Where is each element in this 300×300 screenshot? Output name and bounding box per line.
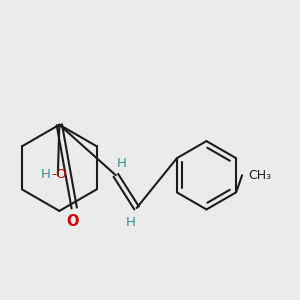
- Text: H: H: [117, 158, 127, 170]
- Text: H: H: [40, 168, 50, 181]
- Text: H: H: [126, 216, 136, 229]
- Text: O: O: [67, 214, 79, 229]
- Text: CH₃: CH₃: [248, 169, 271, 182]
- Text: -O: -O: [51, 168, 67, 181]
